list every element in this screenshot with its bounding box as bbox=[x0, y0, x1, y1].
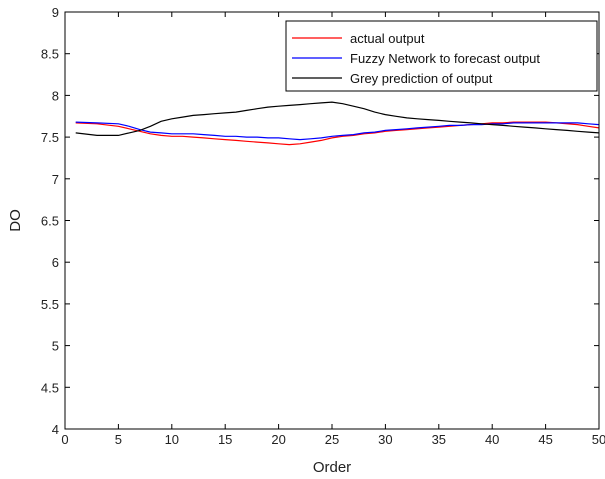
y-tick-label: 6 bbox=[52, 255, 59, 270]
legend-box bbox=[285, 20, 598, 92]
x-tick-label: 45 bbox=[538, 432, 552, 447]
x-tick-label: 20 bbox=[271, 432, 285, 447]
y-tick-label: 4 bbox=[52, 422, 59, 437]
x-tick-label: 35 bbox=[432, 432, 446, 447]
y-tick-label: 9 bbox=[52, 5, 59, 20]
x-tick-label: 50 bbox=[592, 432, 605, 447]
x-axis-label: Order bbox=[313, 459, 351, 476]
y-tick-label: 7 bbox=[52, 172, 59, 187]
legend-label-grey: Grey prediction of output bbox=[350, 71, 493, 86]
y-tick-label: 6.5 bbox=[41, 214, 59, 229]
x-tick-label: 0 bbox=[61, 432, 68, 447]
legend: actual output Fuzzy Network to forecast … bbox=[285, 20, 598, 92]
y-tick-label: 7.5 bbox=[41, 130, 59, 145]
x-tick-label: 15 bbox=[218, 432, 232, 447]
y-axis-label: DO bbox=[7, 209, 24, 232]
series-line-fuzzy bbox=[75, 121, 600, 141]
series-line-actual bbox=[75, 121, 600, 146]
y-tick-label: 5.5 bbox=[41, 297, 59, 312]
x-tick-label: 5 bbox=[115, 432, 122, 447]
series-line-grey bbox=[75, 101, 600, 136]
x-tick-label: 25 bbox=[325, 432, 339, 447]
series-layer bbox=[75, 101, 600, 146]
x-tick-label: 10 bbox=[165, 432, 179, 447]
y-tick-label: 5 bbox=[52, 339, 59, 354]
y-tick-label: 4.5 bbox=[41, 380, 59, 395]
y-tick-label: 8 bbox=[52, 88, 59, 103]
tick-layer: 0 5 10 15 20 25 30 35 40 45 50 4 4.5 5 5.5 6 6.5 7 7.5 8 8.5… bbox=[41, 5, 605, 447]
legend-label-fuzzy: Fuzzy Network to forecast output bbox=[350, 51, 540, 66]
x-tick-label: 40 bbox=[485, 432, 499, 447]
y-tick-label: 8.5 bbox=[41, 47, 59, 62]
legend-label-actual: actual output bbox=[350, 31, 425, 46]
x-tick-label: 30 bbox=[378, 432, 392, 447]
